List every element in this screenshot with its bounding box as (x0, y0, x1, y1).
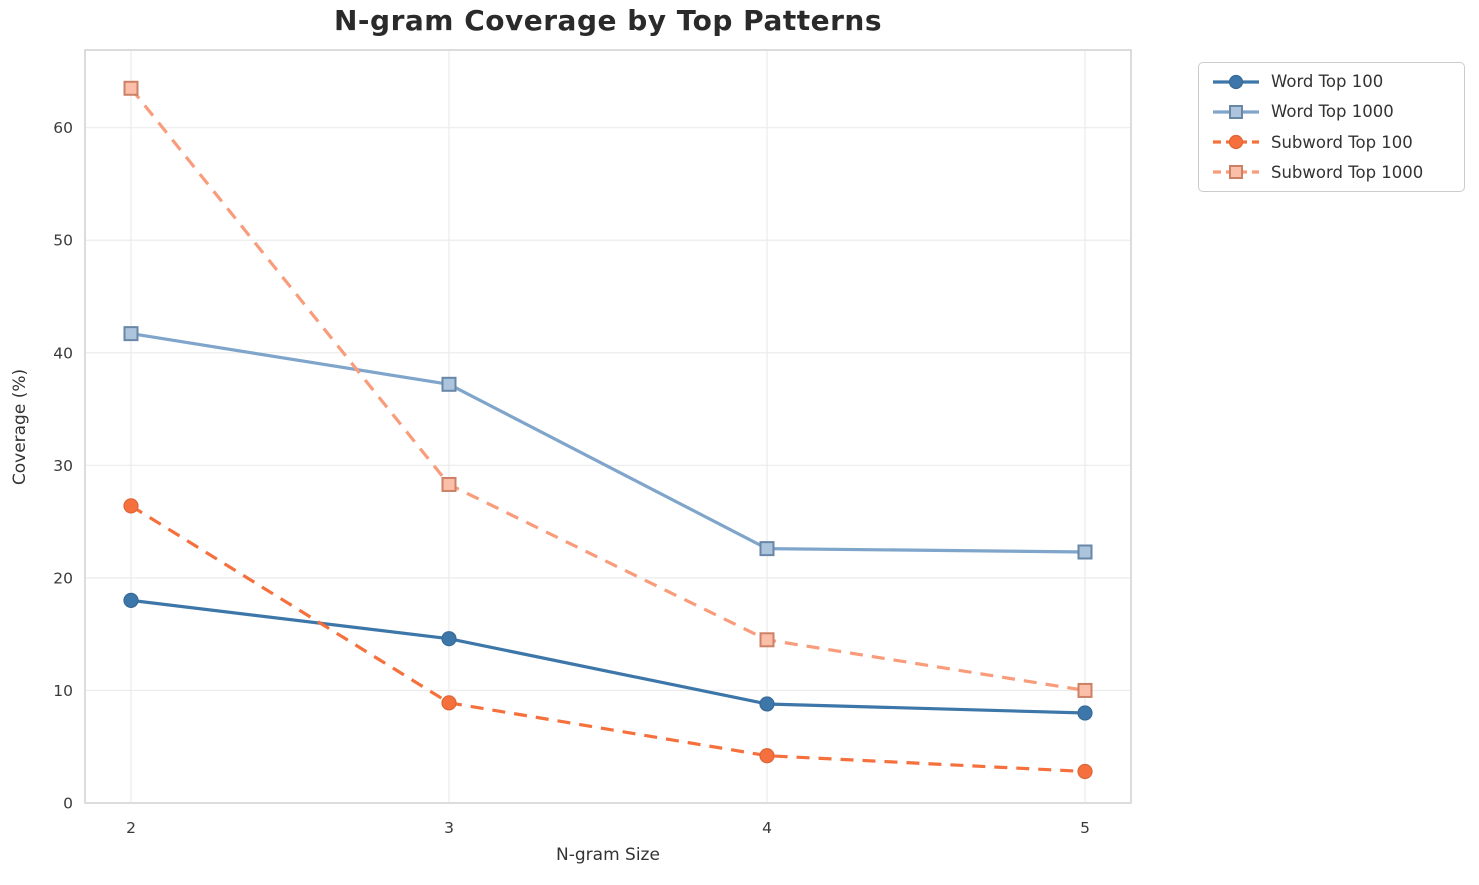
data-point-marker (1077, 682, 1093, 698)
legend-circle-marker-icon (1213, 135, 1259, 150)
x-axis-label: N-gram Size (556, 845, 660, 865)
legend-circle-marker-icon (1213, 74, 1259, 89)
data-point-marker (759, 696, 775, 712)
series-line (129, 87, 1086, 692)
data-point-marker (1228, 135, 1244, 150)
data-point-marker (123, 498, 139, 514)
legend-square-marker-icon (1213, 104, 1259, 119)
y-tick-label: 40 (53, 344, 73, 362)
x-tick-label: 5 (1080, 819, 1090, 837)
legend-item: Subword Top 1000 (1212, 163, 1451, 182)
data-point-marker (441, 631, 457, 647)
legend-label: Word Top 1000 (1271, 102, 1394, 122)
data-point-marker (123, 326, 139, 342)
series-line (130, 332, 1086, 554)
legend: Word Top 100 Word Top 1000 Subword Top 100… (1198, 62, 1465, 192)
data-point-marker (441, 476, 457, 492)
data-point-marker (1228, 74, 1244, 89)
legend-label: Subword Top 1000 (1271, 162, 1424, 182)
y-tick-label: 30 (53, 457, 73, 475)
x-tick-label: 3 (444, 819, 454, 837)
data-point-marker (1077, 763, 1093, 780)
series-line (130, 504, 1086, 774)
data-point-marker (1229, 104, 1243, 119)
data-point-marker (441, 376, 457, 392)
data-point-marker (759, 541, 775, 557)
plot-border (84, 49, 1132, 804)
data-point-marker (759, 632, 775, 648)
data-point-marker (123, 80, 139, 96)
legend-label: Word Top 100 (1271, 72, 1384, 91)
y-tick-label: 10 (53, 682, 73, 700)
data-point-marker (1077, 705, 1093, 721)
y-tick-label: 60 (53, 119, 73, 137)
x-tick-label: 2 (126, 819, 136, 837)
x-tick-label: 4 (762, 819, 772, 837)
data-point-marker (1229, 165, 1243, 180)
data-point-marker (123, 592, 139, 608)
chart-title: N-gram Coverage by Top Patterns (333, 4, 883, 37)
legend-item: Word Top 1000 (1212, 102, 1451, 121)
y-tick-label: 50 (53, 232, 73, 250)
y-axis-label: Coverage (%) (10, 368, 30, 486)
data-point-marker (1077, 544, 1093, 560)
y-tick-label: 0 (63, 795, 73, 813)
series-line (130, 598, 1086, 715)
legend-label: Subword Top 100 (1271, 132, 1413, 152)
y-tick-label: 20 (53, 569, 73, 587)
legend-item: Word Top 100 (1212, 72, 1451, 91)
legend-square-marker-icon (1213, 165, 1259, 180)
data-point-marker (441, 695, 457, 711)
legend-item: Subword Top 100 (1212, 133, 1451, 152)
data-point-marker (759, 748, 775, 764)
